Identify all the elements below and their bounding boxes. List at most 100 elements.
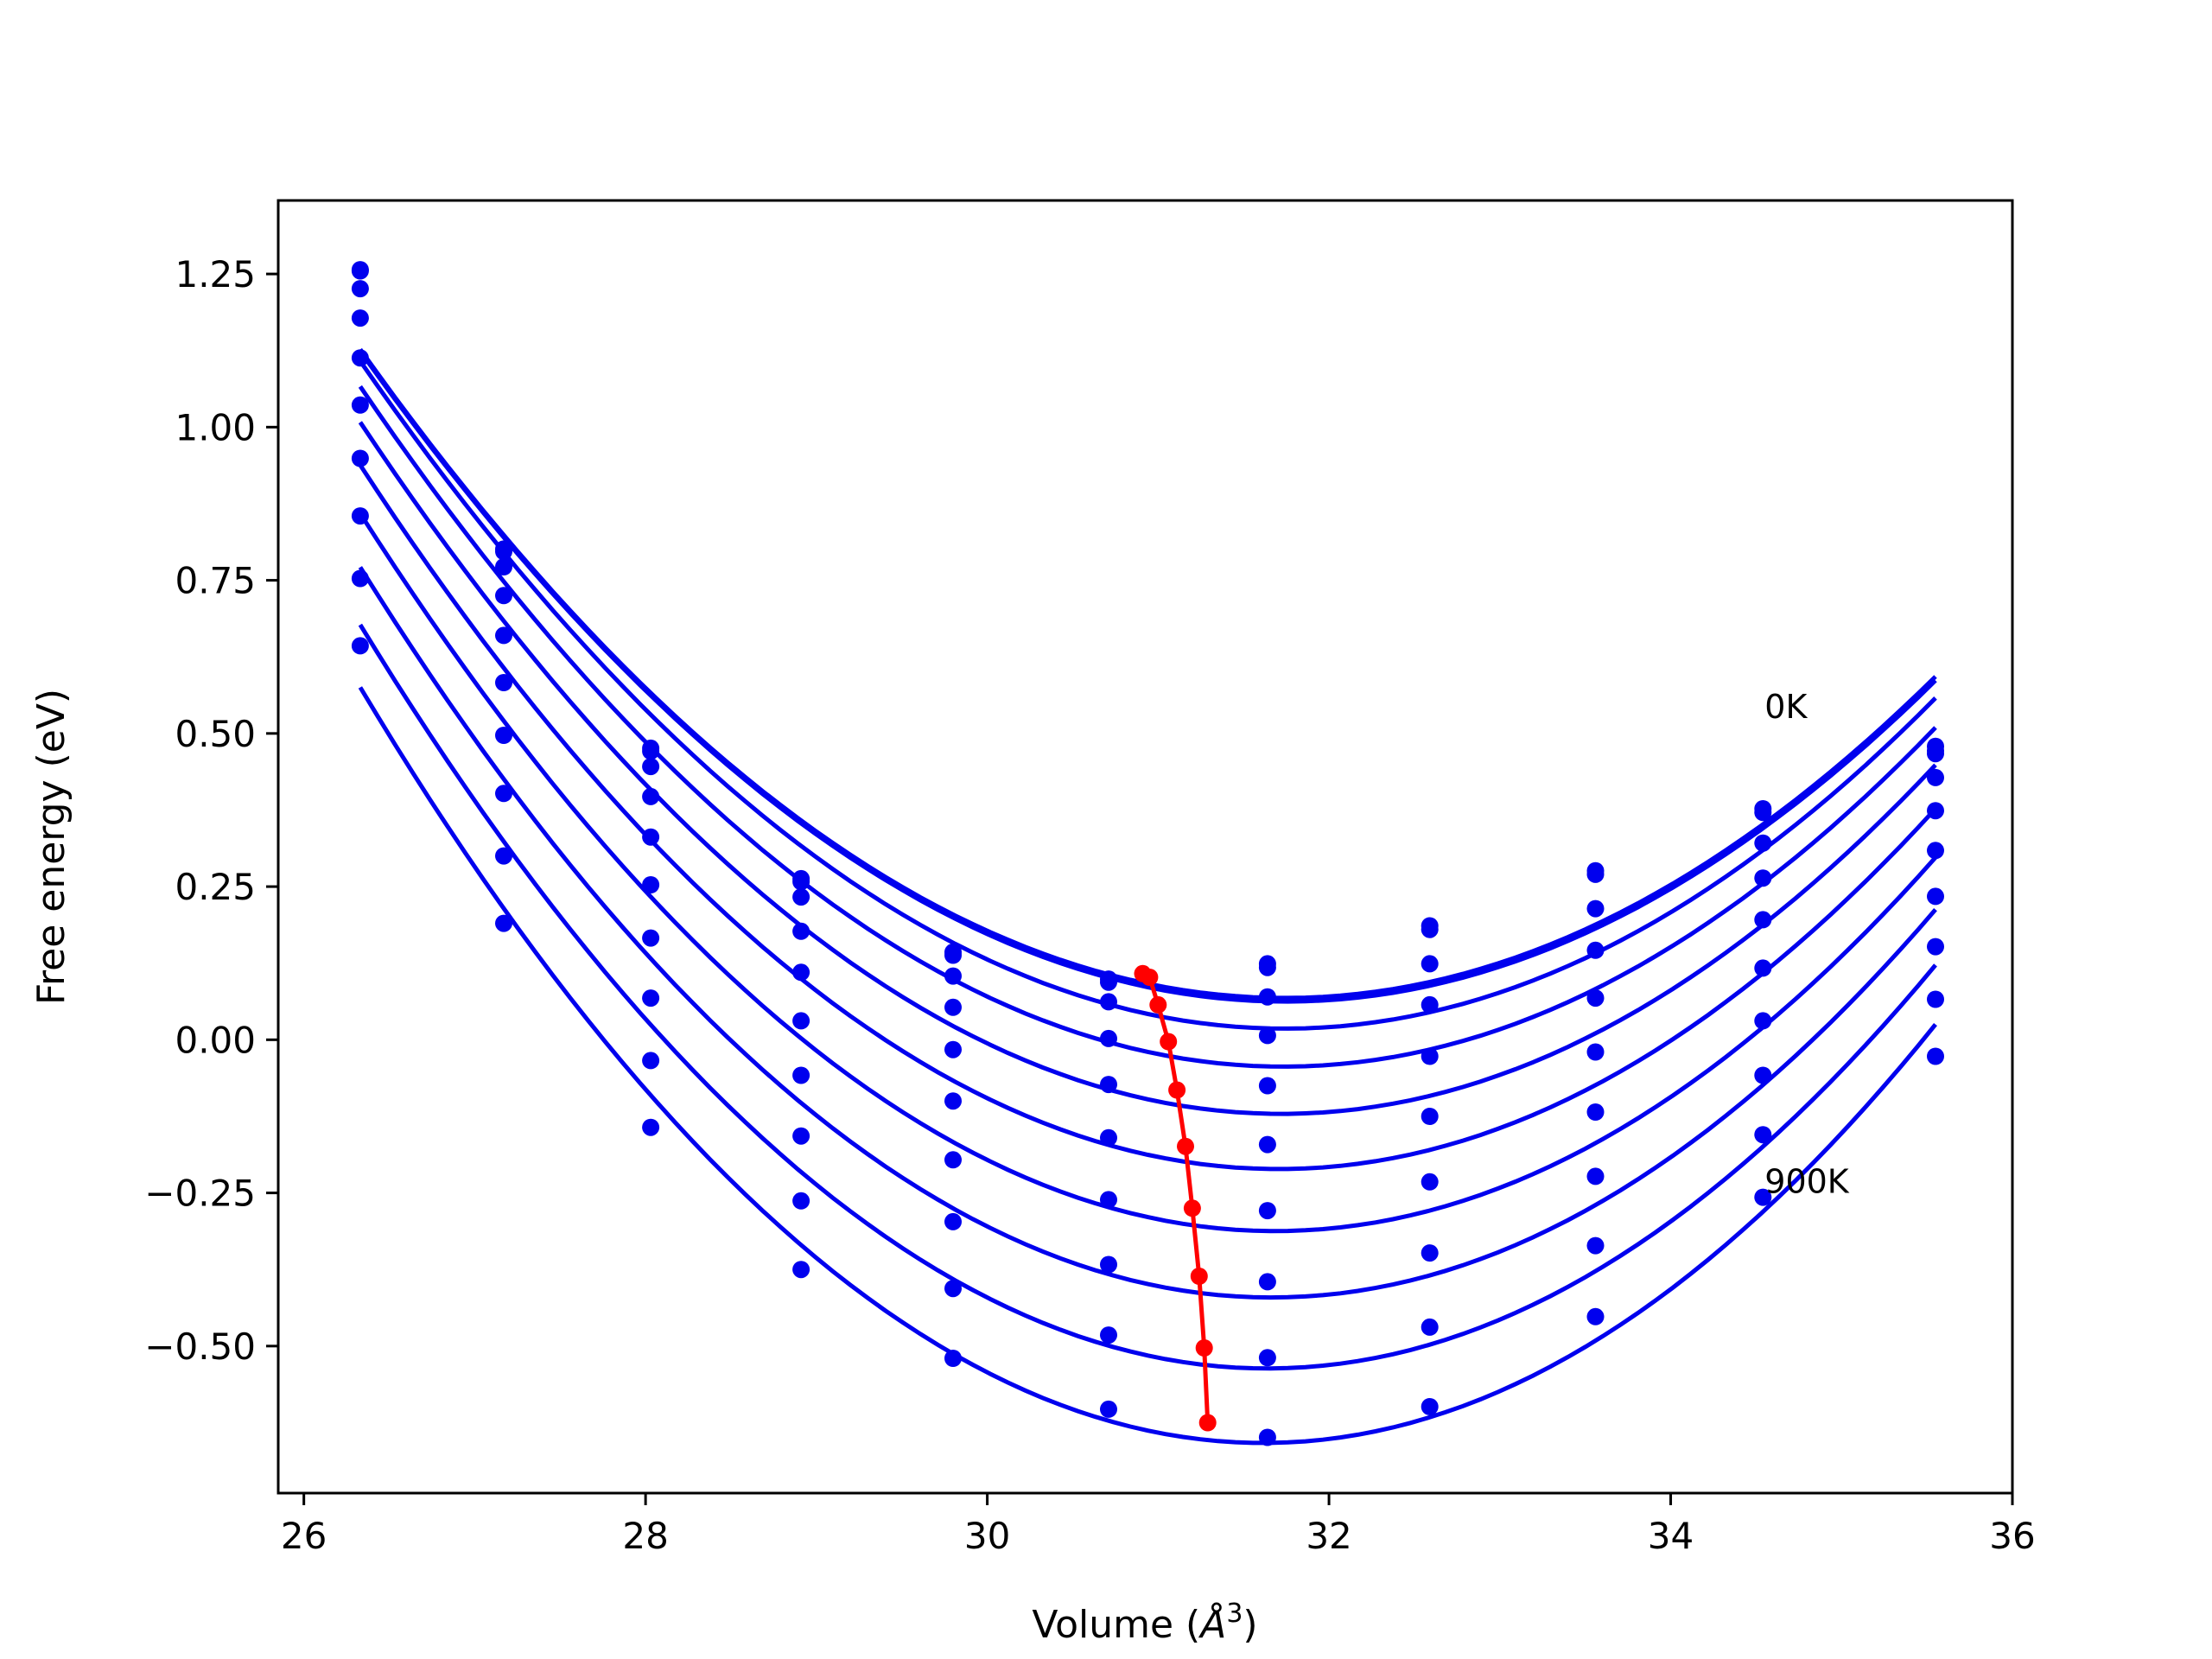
data-point [944,998,962,1016]
minimum-point [1183,1199,1201,1217]
data-point [1258,1202,1276,1220]
data-point [1754,911,1772,929]
minimum-point [1160,1033,1178,1051]
y-tick-label: 1.00 [175,406,256,448]
x-tick-label: 30 [964,1515,1010,1557]
data-point [792,1012,810,1030]
x-tick-label: 36 [1989,1515,2035,1557]
data-point [351,309,369,327]
data-point [642,742,660,760]
minimum-point [1168,1081,1186,1099]
data-point [792,963,810,982]
data-point [944,1280,962,1298]
data-point [1586,1307,1605,1325]
data-point [1754,1188,1772,1206]
data-point [1754,804,1772,822]
data-point [351,507,369,525]
data-point [351,449,369,467]
data-point [1100,1191,1117,1209]
data-point [944,1092,962,1110]
data-point [944,1151,962,1169]
data-point [1754,1066,1772,1084]
data-point [495,587,512,605]
data-point [792,888,810,906]
data-point [495,626,512,645]
data-point [351,280,369,298]
data-point [495,727,512,744]
data-point [792,1066,810,1084]
y-tick-label: 0.00 [175,1019,256,1061]
data-point [1421,1047,1439,1065]
data-point [1754,959,1772,977]
fit-curve [358,359,1937,1031]
data-point [1927,802,1944,820]
data-point [351,569,369,588]
data-point [1258,1027,1276,1045]
data-point [642,989,660,1007]
data-point [1100,1326,1117,1344]
data-point [1258,958,1276,976]
data-point [642,929,660,947]
data-point [1586,1236,1605,1255]
data-point [944,967,962,985]
data-point [1258,1349,1276,1367]
data-point [1421,1108,1439,1125]
fit-curve [358,350,1937,1004]
data-point [351,349,369,367]
x-axis-ticks: 26 28 30 32 34 36 [281,1493,2036,1557]
data-point [1100,1400,1117,1418]
data-points [351,261,1944,1446]
plot-frame [276,199,2014,1495]
fit-curve [358,566,1937,1300]
data-point [642,758,660,776]
data-point [1258,1428,1276,1446]
data-point [495,847,512,865]
data-point [1927,938,1944,956]
data-point [1100,1029,1117,1047]
data-point [1421,920,1439,938]
data-point [351,396,369,414]
data-point [351,262,369,280]
data-point [1421,955,1439,973]
minimum-point [1190,1268,1208,1285]
data-point [944,946,962,964]
annotations: 0K 900K [1764,688,1850,1200]
data-point [1100,993,1117,1011]
data-point [495,785,512,803]
data-point [495,558,512,575]
data-point [792,1192,810,1210]
data-point [1100,1255,1117,1274]
fit-curve [358,421,1937,1116]
data-point [642,876,660,893]
data-point [1100,973,1117,991]
minimum-point [1141,969,1159,986]
data-point [1100,1128,1117,1147]
data-point [1586,989,1605,1007]
fit-curve [358,686,1937,1446]
minima-path [1141,971,1211,1423]
data-point [1754,1012,1772,1030]
data-point [1258,1077,1276,1095]
data-point [1258,1135,1276,1154]
y-axis-ticks: −0.50 −0.25 0.00 0.25 0.50 0.75 1.00 1.25 [144,253,278,1368]
plot-area [278,200,2012,1493]
data-point [792,1261,810,1279]
data-point [944,1040,962,1058]
minimum-point [1149,995,1167,1014]
temperature-annotation: 900K [1764,1163,1850,1201]
data-point [1586,899,1605,918]
data-point [642,1118,660,1136]
fit-curve [358,512,1937,1234]
data-point [1100,1076,1117,1094]
data-point [1586,941,1605,959]
data-point [1927,768,1944,786]
data-point [792,1127,810,1145]
data-point [1927,887,1944,906]
minimum-point [1198,1414,1217,1432]
data-point [1258,1273,1276,1291]
data-point [1421,1318,1439,1336]
data-point [1754,834,1772,852]
data-point [495,914,512,932]
data-point [642,1052,660,1070]
data-point [944,1212,962,1230]
